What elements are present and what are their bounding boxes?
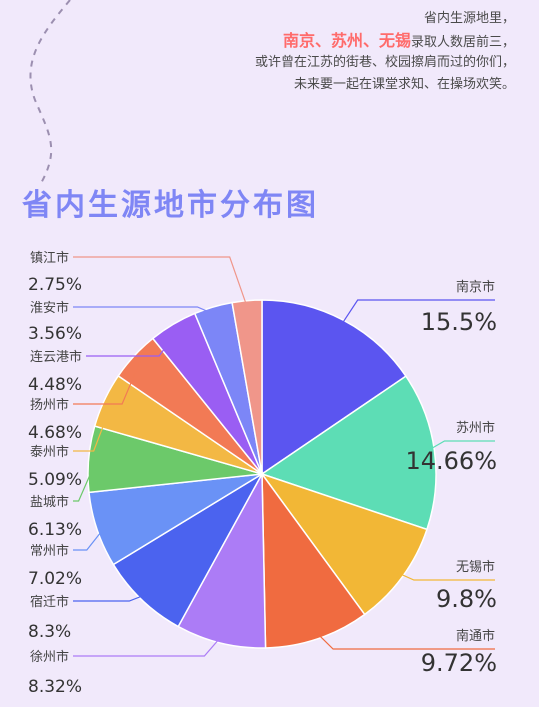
leader-line	[395, 571, 495, 581]
slice-name-label: 连云港市	[30, 349, 82, 365]
slice-name-label: 常州市	[30, 543, 69, 559]
slice-name-label: 宿迁市	[30, 594, 69, 610]
slice-name-label: 南通市	[456, 628, 495, 644]
pie-slice	[231, 299, 263, 475]
intro-line-4: 未来要一起在课堂求知、在操场欢笑。	[293, 77, 515, 92]
pie-slice	[260, 375, 437, 531]
leader-line	[73, 634, 223, 657]
leader-line	[73, 361, 141, 405]
slice-percent-label: 6.13%	[28, 520, 82, 540]
leader-line	[73, 306, 216, 316]
slice-name-label: 徐州市	[30, 649, 69, 665]
slice-name-label: 扬州市	[30, 397, 69, 413]
slice-name-label: 泰州市	[30, 444, 69, 460]
intro-line-2-rest: 录取人数居前三，	[410, 35, 515, 50]
intro-line-1: 省内生源地里，	[423, 11, 515, 26]
slice-percent-label: 4.68%	[28, 423, 82, 443]
intro-line-3: 或许曾在江苏的街巷、校园擦肩而过的你们，	[254, 55, 515, 70]
slice-percent-label: 5.09%	[28, 470, 82, 490]
leader-line	[73, 403, 113, 452]
slice-percent-label: 15.5%	[421, 308, 497, 336]
leader-line	[426, 440, 495, 452]
leader-line	[86, 331, 178, 357]
leader-line	[73, 459, 98, 502]
leader-line	[339, 299, 495, 328]
slice-name-label: 盐城市	[30, 494, 69, 510]
leader-line	[73, 256, 249, 309]
slice-name-label: 南京市	[456, 279, 495, 295]
slice-percent-label: 3.56%	[28, 324, 82, 344]
slice-percent-label: 9.72%	[421, 649, 497, 677]
slice-percent-label: 4.48%	[28, 375, 82, 395]
pie-slice	[261, 471, 366, 649]
slice-name-label: 淮安市	[30, 300, 69, 316]
leader-line	[73, 593, 148, 602]
slice-percent-label: 7.02%	[28, 569, 82, 589]
pie-slice	[177, 471, 267, 649]
intro-text: 省内生源地里， 南京、苏州、无锡录取人数居前三， 或许曾在江苏的街巷、校园擦肩而…	[155, 8, 515, 96]
slice-name-label: 镇江市	[30, 250, 69, 266]
pie-slice	[112, 471, 265, 628]
pie-slice	[261, 299, 407, 476]
leader-line	[314, 630, 495, 650]
slice-percent-label: 2.75%	[28, 275, 82, 295]
intro-highlight-cities: 南京、苏州、无锡	[282, 31, 411, 50]
slice-percent-label: 9.8%	[436, 585, 497, 613]
leader-line	[73, 526, 106, 551]
slice-percent-label: 8.3%	[28, 622, 71, 642]
slice-percent-label: 8.32%	[28, 677, 82, 697]
slice-name-label: 无锡市	[456, 559, 495, 575]
chart-title: 省内生源地市分布图	[22, 188, 319, 223]
slice-percent-label: 14.66%	[405, 447, 497, 475]
intro-line-2: 南京、苏州、无锡录取人数居前三，	[155, 30, 515, 52]
slice-name-label: 苏州市	[456, 420, 495, 436]
decorative-dashed-curve	[29, 0, 71, 186]
pie-slice	[260, 472, 428, 616]
